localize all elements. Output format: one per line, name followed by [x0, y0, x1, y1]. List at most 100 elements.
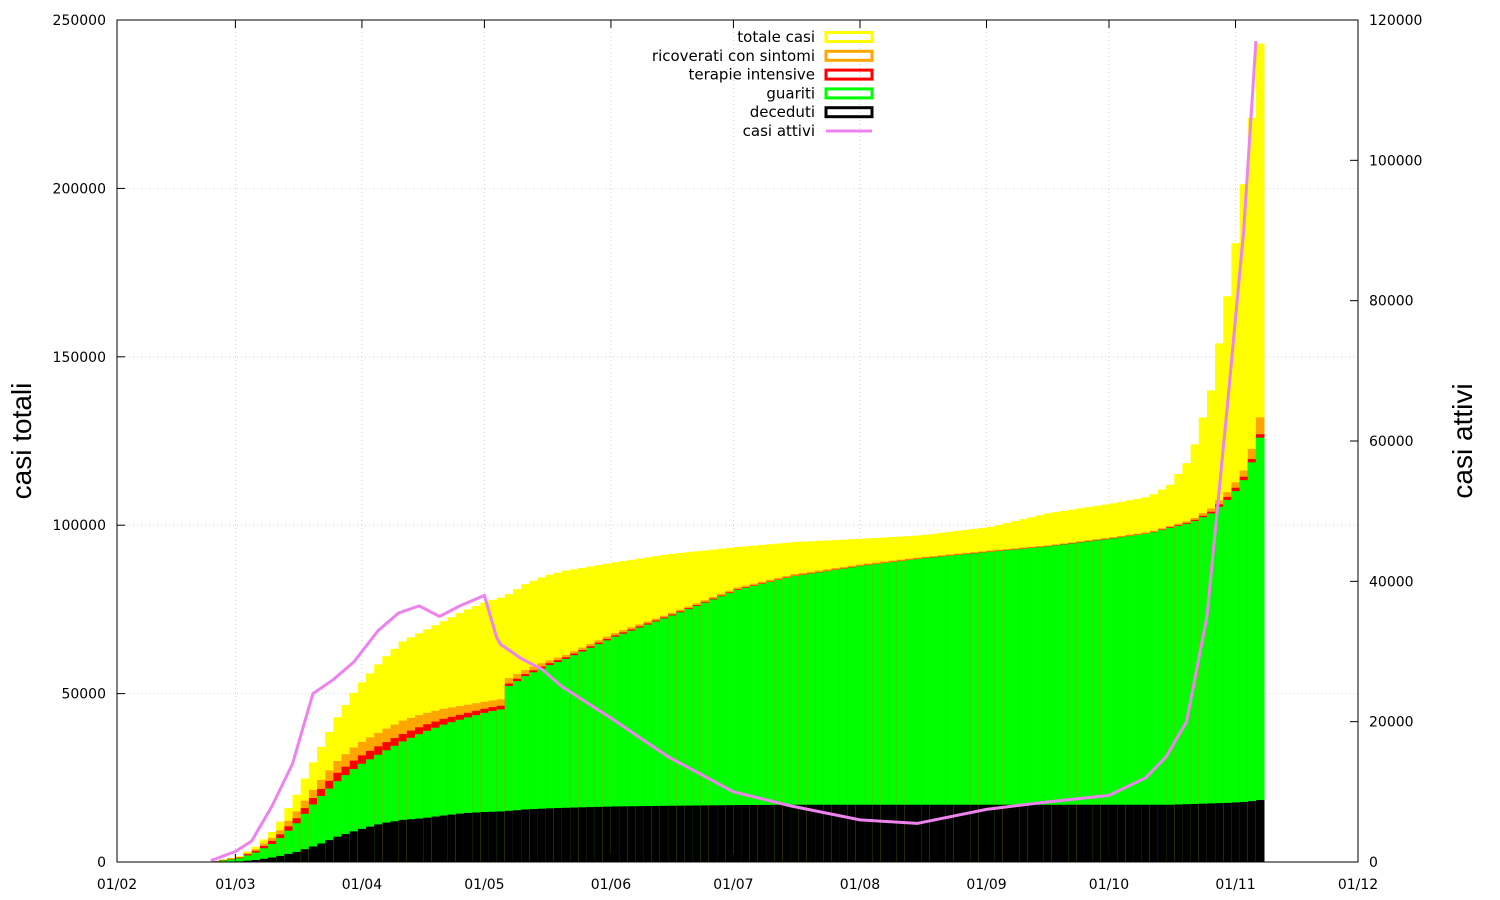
bar-guariti	[1084, 541, 1094, 862]
bar-guariti	[292, 823, 302, 862]
bar-guariti	[1027, 547, 1036, 862]
bar-deceduti	[700, 805, 710, 862]
y2-tick-label: 100000	[1369, 153, 1422, 169]
bar-deceduti	[1231, 802, 1241, 862]
bar-deceduti	[1027, 804, 1036, 862]
bar-deceduti	[594, 806, 604, 862]
bar-guariti	[1215, 506, 1224, 862]
bar-deceduti	[512, 810, 522, 862]
y-tick-label: 0	[97, 855, 106, 871]
bar-deceduti	[1223, 802, 1232, 862]
bar-deceduti	[472, 812, 481, 862]
bar-guariti	[488, 711, 498, 862]
bar-guariti	[235, 858, 244, 862]
bar-deceduti	[382, 822, 391, 862]
bar-guariti	[806, 573, 816, 862]
bar-guariti	[431, 727, 440, 862]
x-tick-label: 01/04	[342, 877, 382, 893]
y-tick-label: 250000	[53, 13, 106, 29]
bar-guariti	[504, 686, 514, 862]
bar-deceduti	[676, 805, 685, 862]
bar-guariti	[374, 754, 383, 862]
bar-deceduti	[888, 804, 898, 862]
bar-deceduti	[284, 853, 293, 862]
bar-guariti	[1117, 537, 1126, 862]
bar-guariti	[382, 750, 391, 862]
bar-deceduti	[439, 815, 449, 862]
y2-tick-label: 80000	[1369, 294, 1414, 310]
bar-deceduti	[415, 818, 424, 862]
bar-deceduti	[1182, 804, 1192, 862]
bar-deceduti	[1174, 804, 1183, 862]
bar-guariti	[594, 644, 604, 862]
bar-guariti	[937, 556, 947, 862]
tick-labels: 01/02 01/03 01/04 01/05 01/06 01/07 01/08 01/09…	[53, 13, 1423, 893]
bar-guariti	[831, 569, 840, 862]
bar-guariti	[447, 722, 457, 862]
bar-guariti	[619, 633, 628, 862]
bar-deceduti	[1076, 804, 1085, 862]
bar-deceduti	[447, 814, 457, 862]
x-tick-label: 01/11	[1215, 877, 1255, 893]
bar-guariti	[904, 560, 914, 862]
bar-deceduti	[366, 826, 375, 862]
bar-guariti	[1043, 546, 1053, 862]
bar-deceduti	[1108, 804, 1118, 862]
bar-guariti	[1133, 534, 1143, 862]
x-tick-label: 01/06	[591, 877, 631, 893]
x-tick-label: 01/09	[966, 877, 1006, 893]
bar-deceduti	[741, 805, 751, 862]
y2-axis-title: casi attivi	[1447, 383, 1478, 498]
bar-deceduti	[390, 821, 400, 862]
bar-guariti	[1125, 536, 1134, 862]
bar-deceduti	[1166, 804, 1175, 862]
ticks	[116, 19, 1359, 863]
bar-guariti	[684, 609, 693, 862]
bar-deceduti	[398, 819, 408, 862]
y-tick-label: 100000	[53, 518, 106, 534]
bar-guariti	[1092, 540, 1102, 862]
bar-deceduti	[684, 805, 693, 862]
bar-deceduti	[1011, 804, 1020, 862]
y2-tick-label: 120000	[1369, 13, 1422, 29]
bar-deceduti	[766, 804, 775, 862]
x-tick-label: 01/07	[713, 877, 753, 893]
bar-guariti	[300, 813, 310, 862]
y2-tick-label: 0	[1369, 855, 1378, 871]
bar-deceduti	[896, 804, 906, 862]
bar-guariti	[268, 843, 277, 862]
bar-guariti	[341, 775, 351, 862]
bar-guariti	[896, 561, 906, 862]
bar-deceduti	[521, 809, 530, 862]
bar-deceduti	[325, 840, 334, 862]
bar-guariti	[1108, 538, 1118, 862]
bar-deceduti	[308, 846, 318, 862]
bar-deceduti	[790, 804, 800, 862]
bar-deceduti	[480, 812, 489, 862]
bar-guariti	[978, 552, 987, 862]
bar-guariti	[839, 568, 849, 862]
y-tick-label: 150000	[53, 350, 106, 366]
bar-guariti	[880, 563, 889, 862]
bar-guariti	[366, 759, 375, 862]
bar-deceduti	[806, 804, 816, 862]
bar-guariti	[970, 553, 979, 862]
bar-deceduti	[259, 858, 269, 862]
y2-tick-label: 20000	[1369, 715, 1414, 731]
bar-guariti	[415, 734, 424, 862]
bar-deceduti	[496, 811, 506, 862]
bar-deceduti	[1060, 804, 1069, 862]
bar-deceduti	[1198, 803, 1208, 862]
bar-deceduti	[619, 806, 628, 862]
bar-guariti	[1100, 539, 1110, 862]
bar-deceduti	[1133, 804, 1143, 862]
bar-guariti	[815, 572, 824, 862]
bar-deceduti	[921, 804, 930, 862]
bar-deceduti	[1206, 803, 1216, 862]
casi-attivi-line-layer	[210, 40, 1258, 863]
bar-guariti	[1149, 532, 1159, 862]
x-tick-label: 01/03	[215, 877, 255, 893]
bar-guariti	[1239, 480, 1249, 862]
